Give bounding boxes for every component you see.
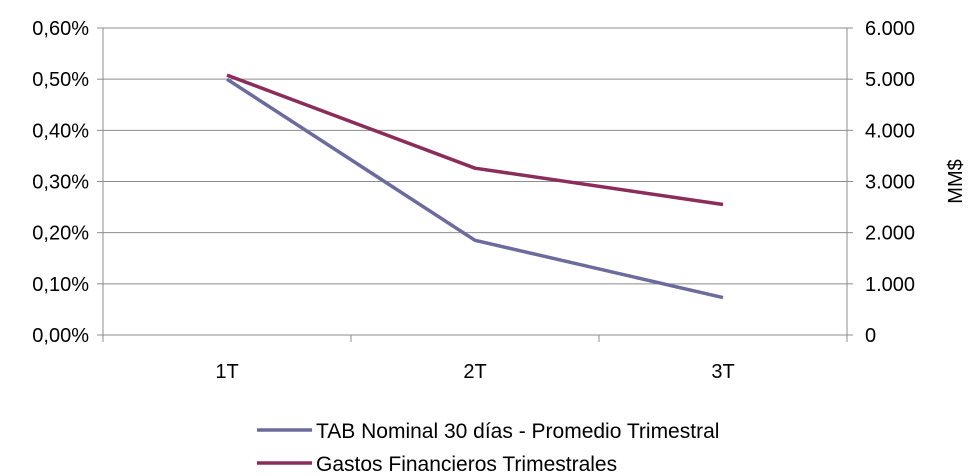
series-line-1: [226, 77, 724, 300]
left-tick-label: 0,20%: [32, 223, 89, 245]
right-tick-label: 6.000: [865, 18, 915, 40]
series-line-2: [226, 73, 724, 207]
right-tick-label: 4.000: [865, 120, 915, 142]
axes: [97, 27, 853, 342]
gridlines: [103, 27, 847, 336]
right-tick-label: 3.000: [865, 172, 915, 194]
right-tick-label: 2.000: [865, 223, 915, 245]
right-tick-label: 0: [865, 325, 876, 347]
right-tick-label: 5.000: [865, 69, 915, 91]
left-tick-label: 0,40%: [32, 120, 89, 142]
left-axis-ticks: 0,00% 0,10% 0,20% 0,30% 0,40% 0,50% 0,60%: [32, 18, 89, 347]
left-tick-label: 0,30%: [32, 172, 89, 194]
legend-label: Gastos Financieros Trimestrales: [316, 453, 617, 476]
left-tick-label: 0,60%: [32, 18, 89, 40]
x-tick-label: 1T: [215, 361, 238, 383]
legend: TAB Nominal 30 días - Promedio Trimestra…: [257, 420, 719, 476]
left-tick-label: 0,50%: [32, 69, 89, 91]
right-axis-title: MM$: [945, 159, 967, 203]
left-tick-label: 0,00%: [32, 325, 89, 347]
legend-label: TAB Nominal 30 días - Promedio Trimestra…: [316, 420, 719, 443]
right-tick-label: 1.000: [865, 274, 915, 296]
x-tick-label: 3T: [711, 361, 734, 383]
x-axis-ticks: 1T 2T 3T: [215, 361, 734, 383]
x-tick-label: 2T: [463, 361, 486, 383]
right-axis-ticks: 0 1.000 2.000 3.000 4.000 5.000 6.000: [865, 18, 915, 347]
series-lines: [226, 73, 724, 300]
left-tick-label: 0,10%: [32, 274, 89, 296]
